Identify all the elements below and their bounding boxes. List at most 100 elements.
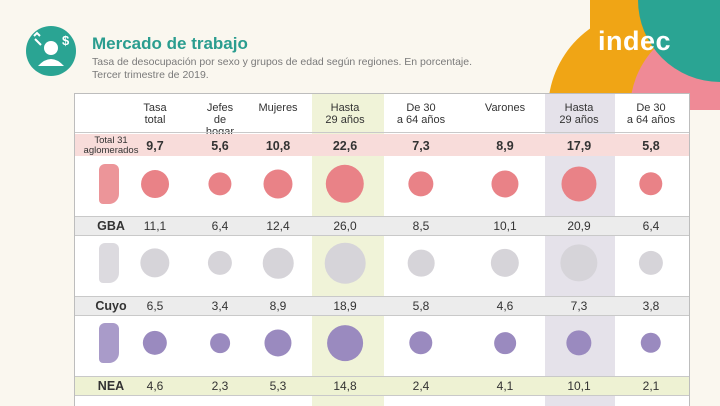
- row-label-total: Total 31 aglomerados: [75, 136, 147, 156]
- row-label-cuyo: Cuyo: [95, 299, 127, 313]
- rate-circle: [561, 166, 597, 202]
- rate-circle: [638, 250, 664, 276]
- table-cell: 12,4: [266, 219, 290, 233]
- rate-circle: [142, 330, 168, 356]
- table-cell: 6,5: [146, 299, 164, 313]
- column-header: Mujeres: [238, 102, 318, 114]
- column-header-line: a 64 años: [626, 114, 676, 126]
- row-divider: [75, 315, 689, 316]
- labor-market-icon: $: [26, 26, 76, 76]
- table-cell: 9,7: [146, 139, 164, 153]
- table-cell: 11,1: [143, 219, 167, 233]
- column-header-line: Tasa: [143, 102, 167, 114]
- column-header: Varones: [465, 102, 545, 114]
- rate-circle: [409, 331, 433, 355]
- row-divider: [75, 216, 689, 217]
- column-header: De 30 a 64 años: [381, 102, 461, 126]
- region-map-icon: [99, 164, 119, 204]
- table-cell: 3,8: [642, 299, 660, 313]
- table-cell: 2,3: [211, 379, 229, 393]
- table-cell: 14,8: [333, 379, 357, 393]
- subtitle-line-2: Tercer trimestre de 2019.: [92, 69, 209, 81]
- rate-circle: [324, 242, 366, 284]
- table-cell: 26,0: [333, 219, 357, 233]
- page-subtitle: Tasa de desocupación por sexo y grupos d…: [92, 56, 512, 82]
- rate-circle: [141, 170, 169, 198]
- column-header-line: Jefes: [206, 102, 234, 114]
- column-header: De 30 a 64 años: [611, 102, 691, 126]
- table-cell: 8,9: [269, 299, 287, 313]
- table-cell: 20,9: [567, 219, 591, 233]
- column-header-line: 29 años: [325, 114, 365, 126]
- column-header-line: Hasta: [330, 102, 360, 114]
- column-header-line: De 30: [636, 102, 666, 114]
- rate-circle: [490, 248, 520, 278]
- rate-circle: [264, 329, 292, 357]
- table-cell: 6,4: [211, 219, 229, 233]
- rate-circle: [640, 332, 662, 354]
- row-divider: [75, 395, 689, 396]
- column-header-line: 29 años: [559, 114, 599, 126]
- table-cell: 5,6: [211, 139, 229, 153]
- region-row: [75, 297, 689, 315]
- column-header-line: Mujeres: [258, 102, 298, 114]
- table-cell: 5,3: [269, 379, 287, 393]
- rate-circle: [140, 248, 170, 278]
- table-cell: 8,5: [412, 219, 430, 233]
- svg-text:$: $: [62, 33, 70, 48]
- column-header: Hasta 29 años: [305, 102, 385, 126]
- rate-circle: [210, 333, 230, 353]
- column-header-line: total: [144, 114, 166, 126]
- unemployment-table: TasatotalJefesdehogarMujeresHasta29 años…: [74, 93, 690, 406]
- row-divider: [75, 376, 689, 377]
- rate-circle: [263, 169, 293, 199]
- table-cell: 2,4: [412, 379, 430, 393]
- table-cell: 22,6: [332, 139, 358, 153]
- decorative-shapes: [548, 0, 720, 110]
- rate-circle: [407, 249, 435, 277]
- row-divider: [75, 296, 689, 297]
- table-cell: 4,1: [496, 379, 514, 393]
- column-header: Tasa total: [115, 102, 195, 126]
- rate-circle: [208, 172, 232, 196]
- table-cell: 7,3: [570, 299, 588, 313]
- table-cell: 10,1: [567, 379, 591, 393]
- table-cell: 7,3: [412, 139, 430, 153]
- region-row: [75, 377, 689, 395]
- table-cell: 6,4: [642, 219, 660, 233]
- rate-circle: [491, 170, 519, 198]
- rate-circle: [560, 244, 598, 282]
- region-map-icon: [99, 323, 119, 363]
- column-header: Hasta 29 años: [539, 102, 619, 126]
- column-header-line: de: [213, 114, 227, 126]
- region-map-icon: [99, 243, 119, 283]
- table-cell: 10,8: [265, 139, 291, 153]
- region-row: [75, 217, 689, 235]
- subtitle-line-1: Tasa de desocupación por sexo y grupos d…: [92, 56, 473, 68]
- column-header-line: Varones: [484, 102, 526, 114]
- row-label-line: aglomerados: [83, 145, 139, 156]
- column-header-line: a 64 años: [396, 114, 446, 126]
- column-header-line: De 30: [406, 102, 436, 114]
- column-header-line: Hasta: [564, 102, 594, 114]
- row-label-line: Total 31: [94, 135, 128, 146]
- page-title: Mercado de trabajo: [92, 34, 248, 53]
- rate-circle: [408, 171, 434, 197]
- indec-logo: indec: [598, 26, 672, 56]
- table-cell: 3,4: [211, 299, 229, 313]
- row-label-nea: NEA: [97, 379, 125, 393]
- header-divider: [75, 132, 689, 133]
- rate-circle: [639, 172, 663, 196]
- table-cell: 17,9: [566, 139, 592, 153]
- row-label-gba: GBA: [97, 219, 125, 233]
- table-cell: 10,1: [493, 219, 517, 233]
- table-cell: 2,1: [642, 379, 660, 393]
- table-cell: 4,6: [146, 379, 164, 393]
- teal-arc: [638, 0, 720, 82]
- rate-circle: [566, 330, 592, 356]
- row-divider: [75, 235, 689, 236]
- rate-circle: [262, 247, 294, 279]
- rate-circle: [327, 325, 363, 361]
- row-total: [75, 134, 689, 156]
- rate-circle: [494, 332, 516, 354]
